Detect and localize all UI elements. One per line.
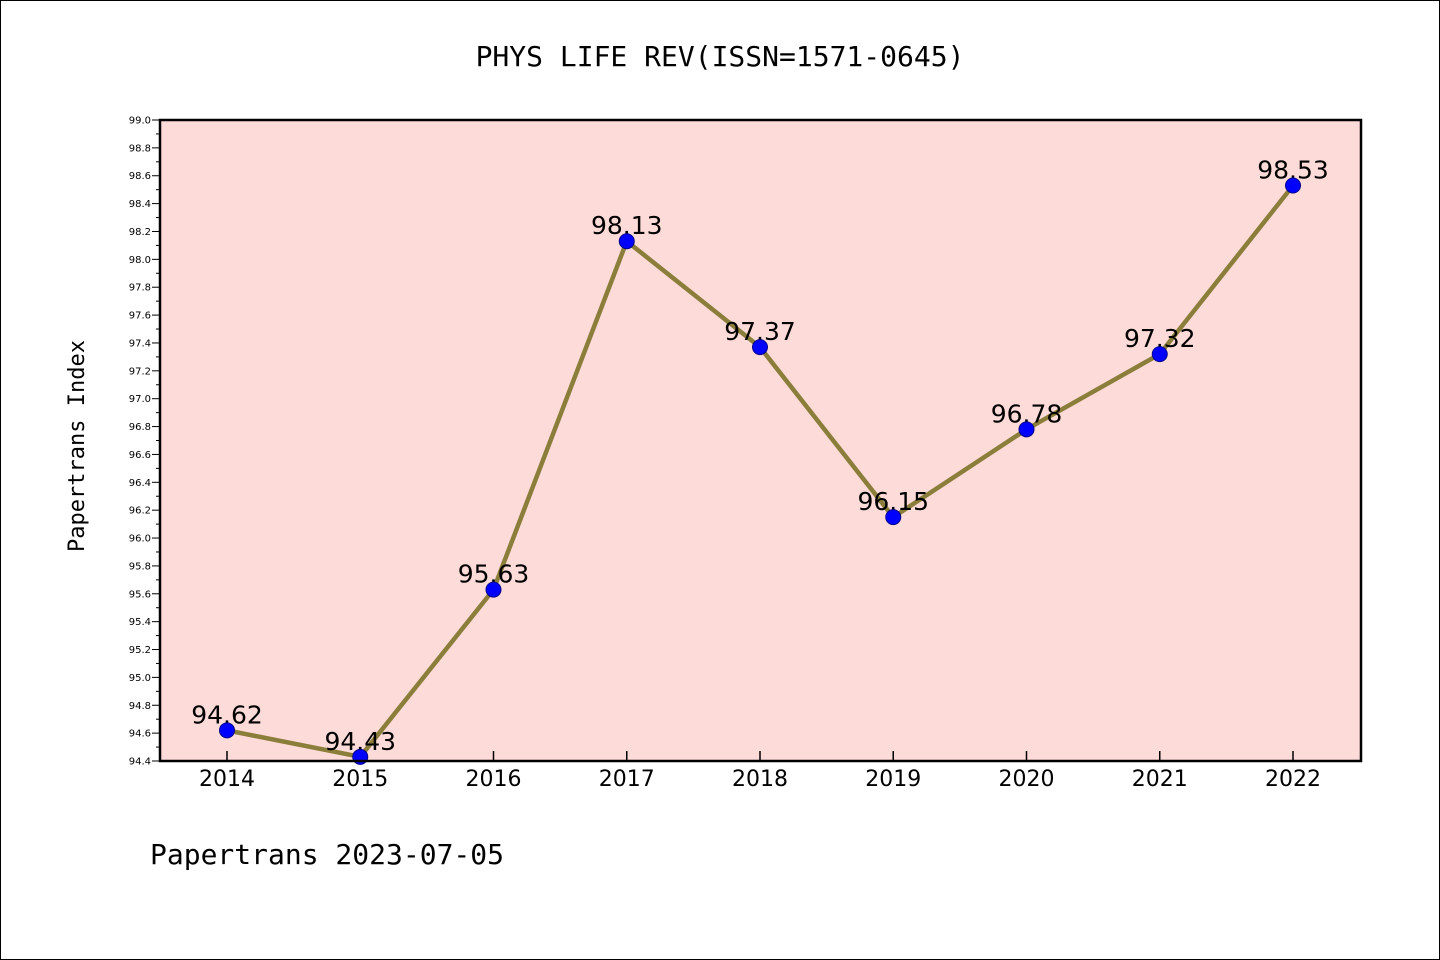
- y-tick-label: 96.4: [129, 478, 151, 489]
- y-tick-label: 96.2: [129, 506, 151, 517]
- data-point-marker: [618, 233, 635, 250]
- data-point-marker: [1151, 346, 1168, 363]
- x-tick-label: 2019: [865, 767, 921, 792]
- y-tick-label: 94.6: [129, 729, 151, 740]
- x-tick-label: 2022: [1265, 767, 1321, 792]
- y-tick-label: 96.0: [129, 534, 151, 545]
- y-tick-label: 96.8: [129, 422, 151, 433]
- data-point-marker: [885, 509, 902, 526]
- data-point-marker: [485, 581, 502, 598]
- x-tick-label: 2021: [1132, 767, 1188, 792]
- x-tick-label: 2018: [732, 767, 788, 792]
- data-point-marker: [219, 722, 235, 739]
- y-tick-label: 98.8: [129, 143, 151, 154]
- y-tick-label: 95.0: [129, 673, 151, 684]
- x-axis-ticks: 2014 2015 2016 2017 2018 2019 2020 2021 2022: [199, 751, 1321, 792]
- chart-title: PHYS LIFE REV(ISSN=1571-0645): [476, 40, 965, 73]
- x-tick-label: 2015: [332, 767, 388, 792]
- y-tick-label: 95.4: [129, 617, 151, 628]
- data-point-marker: [1018, 421, 1035, 438]
- x-tick-label: 2017: [599, 767, 655, 792]
- data-labels: 94.6294.4395.6398.1397.3796.1596.7897.32…: [191, 155, 1329, 755]
- plot-border: [158, 118, 1363, 763]
- y-tick-label: 97.2: [129, 366, 151, 377]
- y-tick-label: 97.8: [129, 283, 151, 294]
- y-tick-label: 98.0: [129, 255, 151, 266]
- y-tick-label: 97.6: [129, 311, 151, 322]
- x-tick-label: 2016: [466, 767, 522, 792]
- y-tick-label: 96.6: [129, 450, 151, 461]
- y-tick-label: 94.8: [129, 701, 151, 712]
- x-tick-label: 2020: [999, 767, 1055, 792]
- y-tick-label: 98.6: [129, 171, 151, 182]
- y-tick-label: 98.2: [129, 227, 151, 238]
- y-tick-label: 95.2: [129, 645, 151, 656]
- y-axis-label: Papertrans Index: [65, 340, 90, 552]
- footer-date-stamp: Papertrans 2023-07-05: [150, 838, 504, 871]
- y-tick-label: 97.0: [129, 394, 151, 405]
- y-tick-label: 97.4: [129, 338, 151, 349]
- y-tick-label: 99.0: [129, 116, 151, 127]
- y-tick-label: 94.4: [129, 757, 151, 768]
- x-tick-label: 2014: [199, 767, 255, 792]
- data-point-marker: [752, 339, 768, 356]
- y-tick-label: 95.8: [129, 561, 151, 572]
- plot-area: [160, 120, 1361, 761]
- y-tick-label: 95.6: [129, 589, 151, 600]
- y-axis-ticks: 94.4 94.6 94.8 95.0 95.2 95.4 95.6 95.8 96.0 96.2…: [129, 116, 160, 768]
- y-tick-label: 98.4: [129, 199, 151, 210]
- data-point-marker: [1285, 177, 1301, 194]
